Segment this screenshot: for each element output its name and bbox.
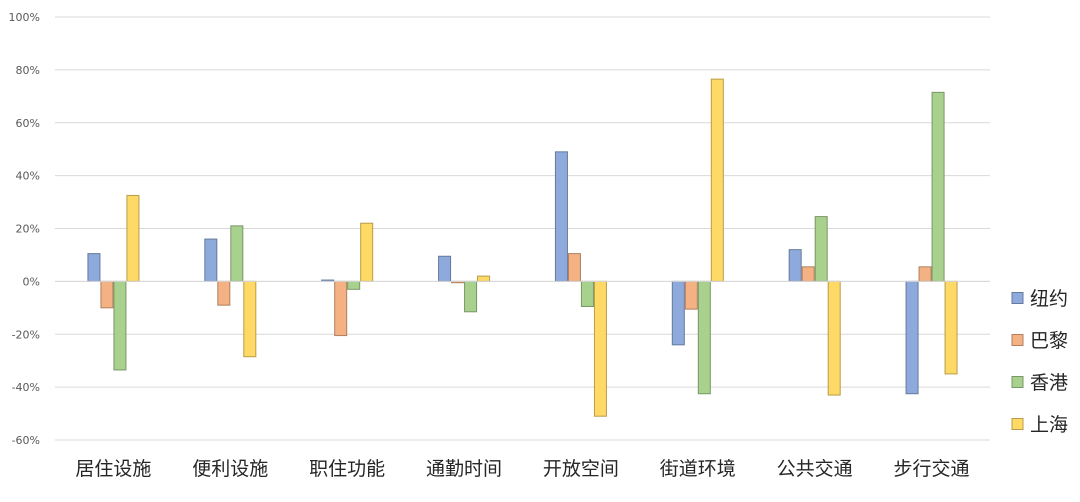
bar (710, 78, 724, 282)
gridlines (55, 16, 990, 441)
y-tick-label: 60% (16, 117, 40, 130)
bar (944, 280, 958, 375)
y-tick-label: 40% (16, 170, 40, 183)
bar (230, 225, 244, 282)
bar (684, 280, 698, 310)
bar (814, 216, 828, 282)
y-axis-tick-labels: -60% -40% -20% 0% 20% 40% 60% 80% 100% (9, 11, 40, 447)
bar (464, 280, 478, 313)
bar (554, 151, 568, 282)
bar (113, 280, 127, 371)
series-1 (87, 151, 919, 395)
bar (567, 253, 581, 282)
bar (126, 194, 140, 282)
bar (204, 238, 218, 282)
series-2 (100, 253, 932, 337)
y-tick-label: 80% (16, 64, 40, 77)
x-category-label: 通勤时间 (426, 458, 502, 480)
legend-swatch (1011, 418, 1024, 430)
bar (347, 280, 361, 290)
x-category-label: 开放空间 (543, 458, 619, 480)
series-4 (126, 78, 958, 417)
y-tick-label: -20% (12, 328, 40, 341)
x-axis-category-labels: 居住设施 便利设施 职住功能 通勤时间 开放空间 街道环境 公共交通 步行交通 (75, 458, 969, 480)
bar (788, 249, 802, 282)
legend-label: 巴黎 (1030, 330, 1068, 352)
bar (905, 280, 919, 395)
y-tick-label: -60% (12, 434, 40, 447)
bar (438, 255, 452, 282)
legend-item: 巴黎 (1011, 330, 1068, 352)
legend-label: 上海 (1030, 414, 1068, 436)
legend-item: 香港 (1011, 372, 1068, 394)
bar (671, 280, 685, 346)
x-category-label: 公共交通 (777, 458, 853, 480)
bar (334, 280, 348, 337)
x-category-label: 街道环境 (660, 458, 736, 480)
bar (931, 91, 945, 282)
bar (697, 280, 711, 395)
x-category-label: 职住功能 (309, 458, 385, 480)
bar (100, 280, 114, 309)
y-tick-label: -40% (12, 381, 40, 394)
bar (827, 280, 841, 396)
bar (217, 280, 231, 306)
x-category-label: 步行交通 (894, 458, 970, 480)
bar (593, 280, 607, 417)
series-3 (113, 91, 945, 395)
y-tick-label: 0% (23, 275, 40, 288)
bars (55, 78, 990, 417)
x-category-label: 居住设施 (75, 458, 151, 480)
bar (580, 280, 594, 307)
y-tick-label: 20% (16, 223, 40, 236)
legend-item: 纽约 (1011, 288, 1068, 310)
bar (360, 222, 374, 282)
bar (918, 266, 932, 282)
bar (477, 275, 491, 282)
bar (243, 280, 257, 358)
legend-swatch (1011, 376, 1024, 388)
x-category-label: 便利设施 (192, 458, 268, 480)
legend-item: 上海 (1011, 414, 1068, 436)
legend-label: 纽约 (1030, 288, 1068, 310)
legend-swatch (1011, 292, 1024, 304)
bar (801, 266, 815, 282)
legend-label: 香港 (1030, 372, 1068, 394)
legend-swatch (1011, 334, 1024, 346)
bar (87, 253, 101, 282)
y-tick-label: 100% (9, 11, 40, 24)
